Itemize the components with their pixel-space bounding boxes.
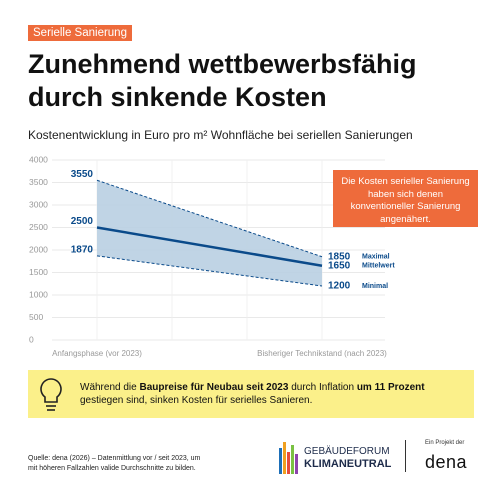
title-line: Zunehmend wettbewerbsfähig	[28, 49, 417, 79]
org-logo: dena	[425, 452, 468, 472]
source-line: Quelle: dena (2026) – Datenmittlung vor …	[28, 455, 201, 462]
y-tick-label: 2500	[29, 222, 48, 232]
value-label: 1870	[71, 244, 94, 255]
source-line: mit höheren Fallzahlen valide Durchschni…	[28, 464, 196, 472]
title-line: durch sinkende Kosten	[28, 82, 327, 112]
y-tick-label: 3500	[29, 177, 48, 187]
callout: Während die Baupreise für Neubau seit 20…	[28, 370, 474, 418]
callout-segment: Baupreise für Neubau seit 2023	[139, 382, 289, 393]
y-tick-label: 0	[29, 334, 34, 344]
logo-line: GEBÄUDEFORUM	[304, 446, 390, 457]
value-label: 3550	[71, 169, 94, 180]
logo-bars	[279, 442, 298, 474]
value-label: 1200	[328, 281, 351, 292]
y-tick-label: 500	[29, 312, 43, 322]
tag: Serielle Sanierung	[28, 25, 132, 41]
x-tick-label: Bisheriger Technikstand (nach 2023)	[257, 349, 387, 358]
range-band	[97, 180, 322, 286]
series-line	[96, 255, 323, 287]
callout-text: Während die Baupreise für Neubau seit 20…	[80, 381, 460, 407]
logo: GEBÄUDEFORUM KLIMANEUTRAL	[304, 446, 391, 470]
project-note: Ein Projekt der	[425, 440, 465, 446]
series-line	[96, 226, 323, 267]
callout-segment: gestiegen sind, sinken Kosten für seriel…	[80, 395, 313, 406]
y-tick-label: 1500	[29, 267, 48, 277]
y-tick-label: 3000	[29, 199, 48, 209]
y-tick-label: 2000	[29, 244, 48, 254]
bulb-icon	[40, 378, 62, 411]
x-tick-label: Anfangsphase (vor 2023)	[52, 349, 142, 358]
value-label: 1650	[328, 260, 351, 271]
value-label: 1850	[328, 251, 351, 262]
y-tick-label: 1000	[29, 289, 48, 299]
legend-label: Mittelwert	[362, 263, 395, 270]
y-tick-label: 4000	[29, 154, 48, 164]
legend-label: Maximal	[362, 254, 390, 261]
legend-label: Minimal	[362, 283, 388, 290]
source: Quelle: dena (2026) – Datenmittlung vor …	[28, 454, 200, 473]
callout-segment: Während die	[80, 382, 140, 393]
title: Zunehmend wettbewerbsfähig durch sinkend…	[28, 48, 417, 114]
annotation: Die Kosten serieller Sanierung haben sic…	[333, 170, 478, 227]
callout-segment: durch Inflation	[288, 382, 357, 393]
logo-line: KLIMANEUTRAL	[304, 458, 392, 470]
subtitle: Kostenentwicklung in Euro pro m² Wohnflä…	[28, 128, 413, 142]
callout-segment: um 11 Prozent	[356, 382, 425, 393]
divider	[405, 440, 406, 472]
value-label: 2500	[71, 216, 94, 227]
